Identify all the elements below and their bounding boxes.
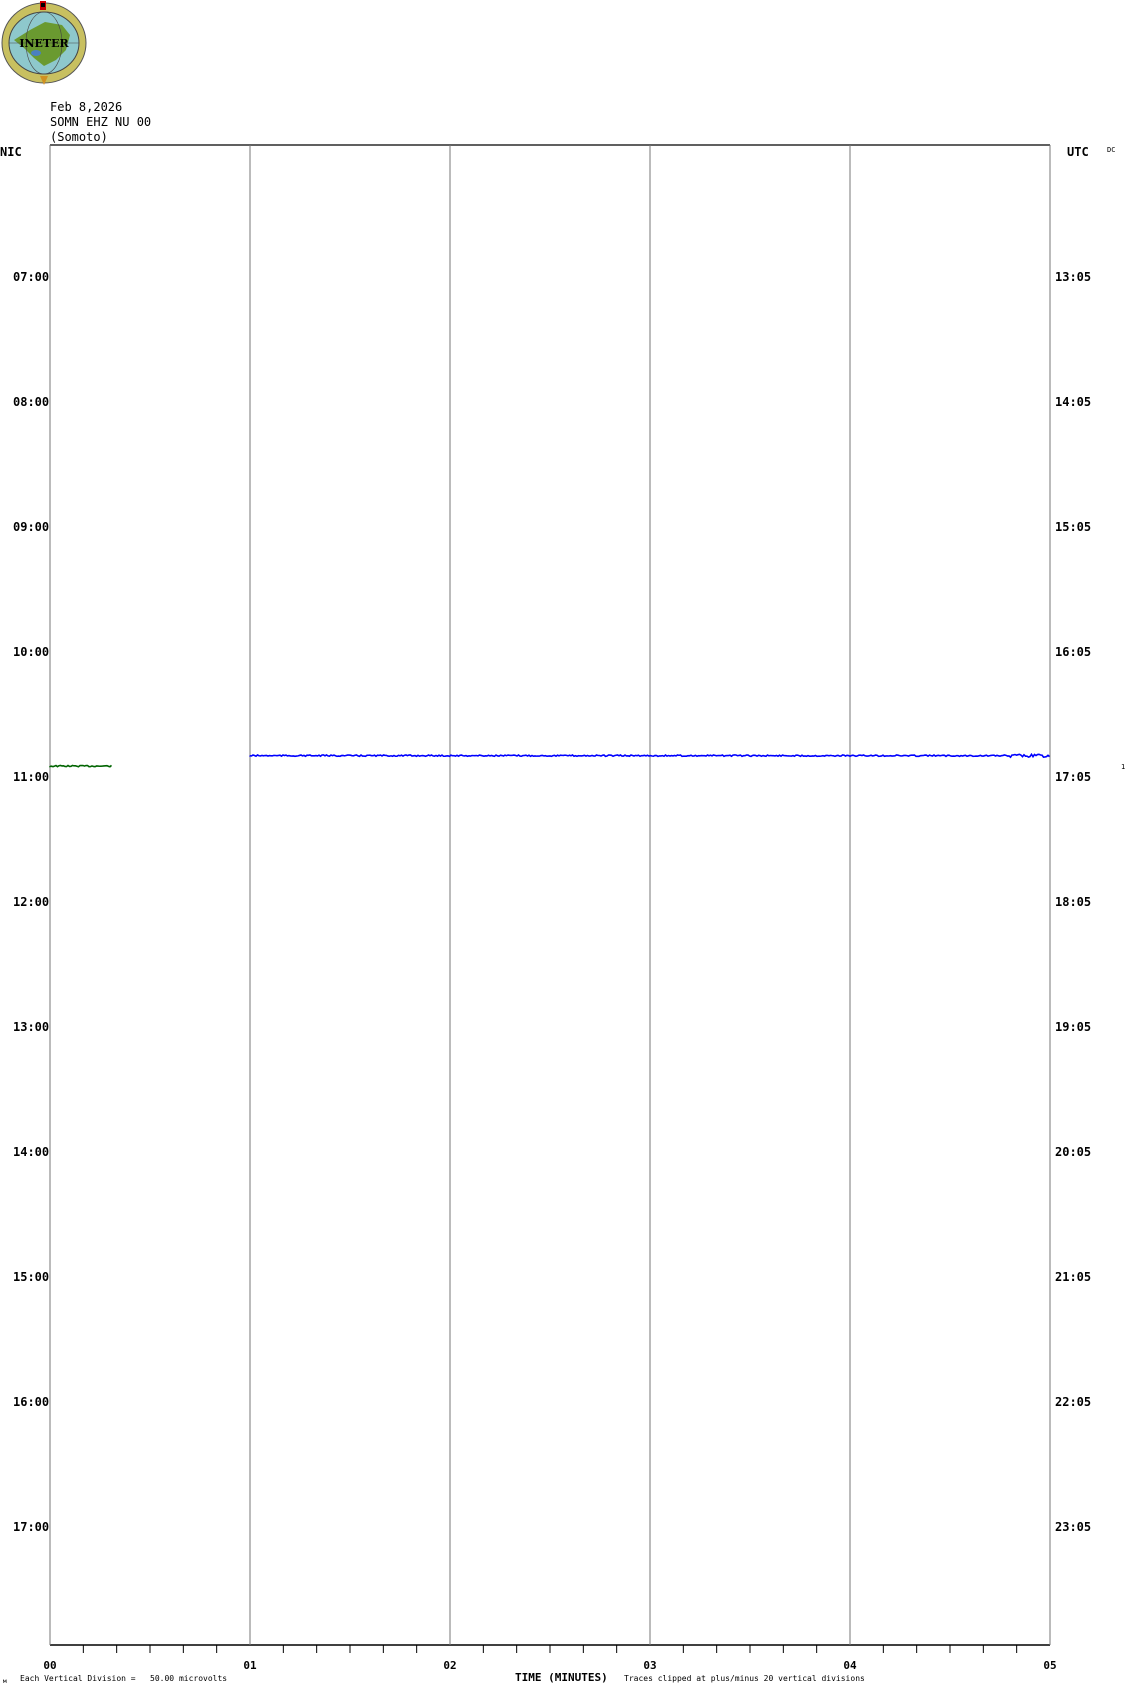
left-hour-label: 10:00 [13, 645, 49, 659]
right-hour-label: 16:05 [1055, 645, 1091, 659]
axis-ticks [82, 1645, 1018, 1653]
grid-lines [49, 144, 1051, 1646]
right-hour-label: 17:05 [1055, 770, 1091, 784]
station-label: SOMN EHZ NU 00 [50, 115, 152, 129]
left-hour-label: 11:00 [13, 770, 49, 784]
left-hour-label: 09:00 [13, 520, 49, 534]
x-tick-label: 05 [1043, 1659, 1056, 1672]
x-axis-label: TIME (MINUTES) [515, 1671, 608, 1684]
left-axis-title: NIC [0, 145, 22, 159]
date-label: Feb 8,2026 [50, 100, 123, 114]
footer-clip-note: Traces clipped at plus/minus 20 vertical… [624, 1674, 865, 1683]
location-label: (Somoto) [50, 130, 108, 144]
right-hour-label: 22:05 [1055, 1395, 1091, 1409]
right-hour-label: 15:05 [1055, 520, 1091, 534]
x-tick-label: 03 [643, 1659, 656, 1672]
ineter-logo: INETER [1, 1, 87, 85]
right-hour-label: 18:05 [1055, 895, 1091, 909]
footer-mark-icon: м [3, 1678, 7, 1685]
right-hour-label: 19:05 [1055, 1020, 1091, 1034]
x-tick-label: 02 [443, 1659, 456, 1672]
right-hour-label: 20:05 [1055, 1145, 1091, 1159]
logo-text: INETER [19, 37, 69, 50]
right-hour-label: 14:05 [1055, 395, 1091, 409]
seismic-trace [49, 764, 113, 768]
left-hour-label: 07:00 [13, 270, 49, 284]
left-hour-label: 17:00 [13, 1520, 49, 1534]
right-hour-label: 21:05 [1055, 1270, 1091, 1284]
left-hour-label: 16:00 [13, 1395, 49, 1409]
left-hour-label: 13:00 [13, 1020, 49, 1034]
x-tick-label: 01 [243, 1659, 257, 1672]
x-tick-label: 00 [43, 1659, 56, 1672]
right-axis-title: UTC [1067, 145, 1089, 159]
seismic-trace [249, 752, 1051, 759]
x-tick-label: 04 [843, 1659, 857, 1672]
left-hour-label: 08:00 [13, 395, 49, 409]
traces [49, 752, 1051, 768]
right-hour-label: 23:05 [1055, 1520, 1091, 1534]
left-hour-label: 12:00 [13, 895, 49, 909]
corner-label: DC [1107, 146, 1115, 154]
left-hour-label: 15:00 [13, 1270, 49, 1284]
footer-scale-note: Each Vertical Division = 50.00 microvolt… [20, 1674, 227, 1683]
row-marker: 1 [1121, 763, 1125, 771]
right-hour-label: 13:05 [1055, 270, 1091, 284]
left-hour-label: 14:00 [13, 1145, 49, 1159]
